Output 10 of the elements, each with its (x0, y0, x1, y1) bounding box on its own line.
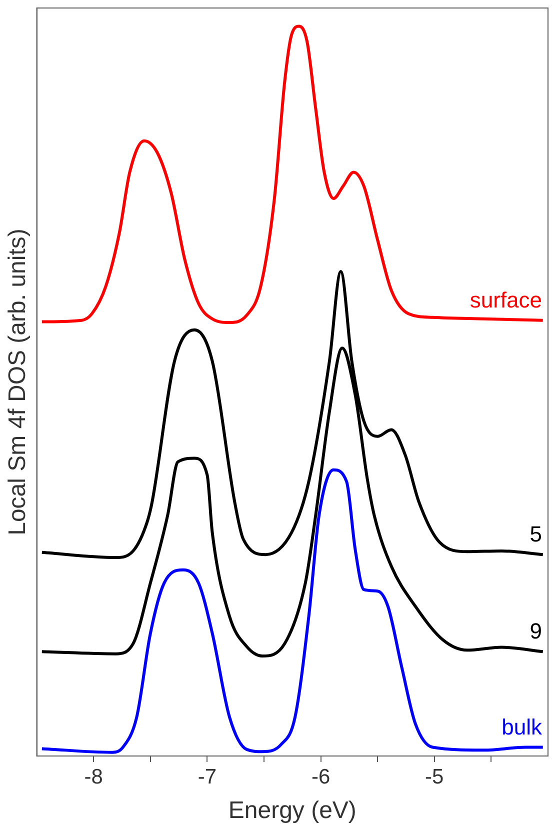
series-label: 9 (530, 618, 542, 644)
x-tick-label: -6 (311, 765, 330, 788)
x-tick-label: -5 (425, 765, 444, 788)
series-label: bulk (502, 714, 543, 740)
x-tick-label: -8 (84, 765, 103, 788)
x-axis-title: Energy (eV) (228, 797, 356, 824)
series-label: 5 (530, 522, 542, 547)
series-label: surface (470, 287, 542, 312)
x-tick-label: -7 (198, 765, 217, 788)
y-axis-title: Local Sm 4f DOS (arb. units) (4, 228, 32, 536)
